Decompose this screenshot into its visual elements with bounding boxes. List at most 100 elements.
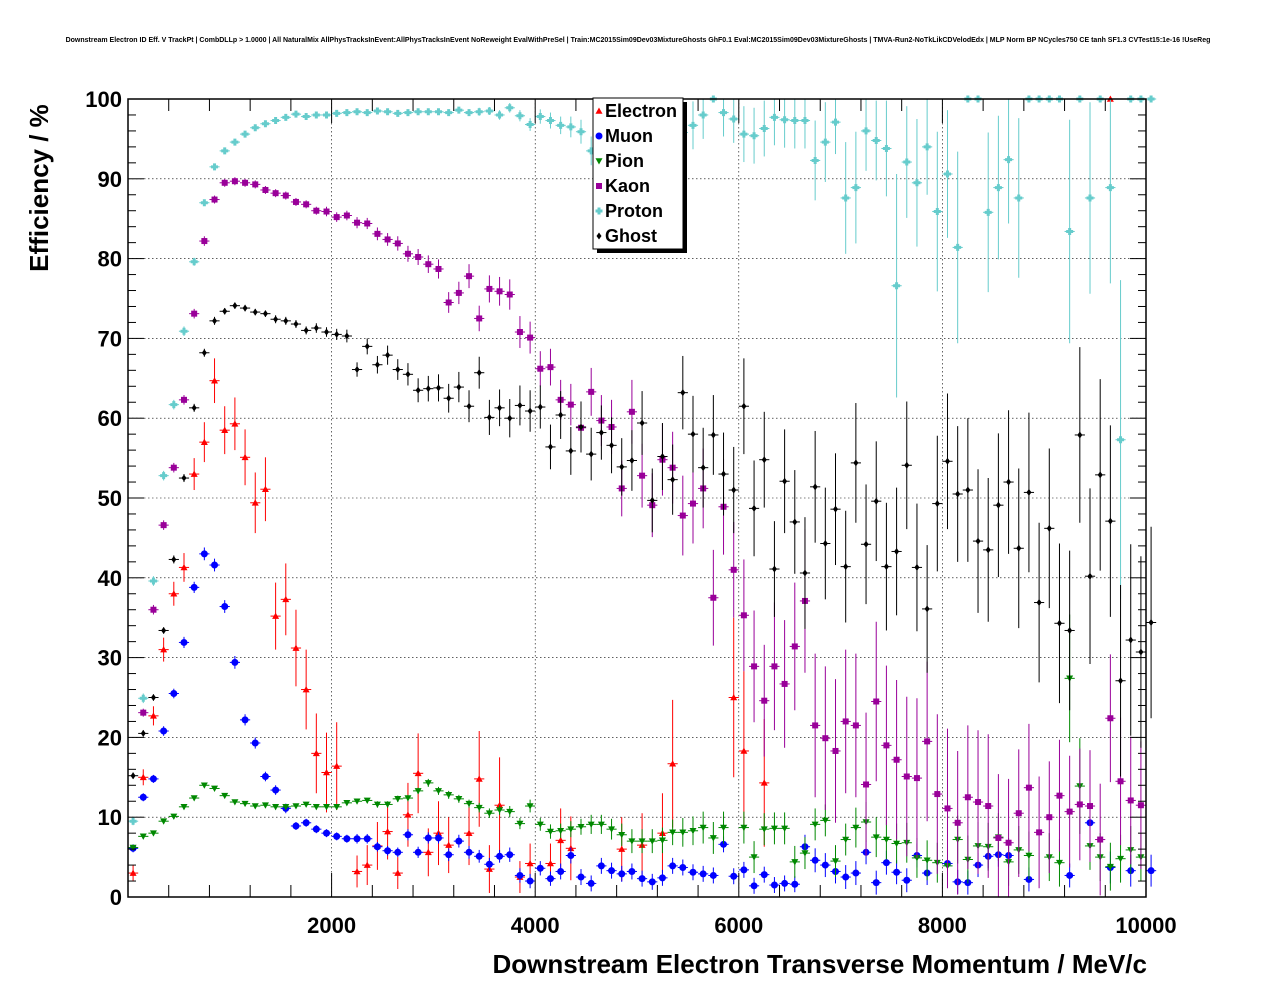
data-point [924,738,931,745]
data-point [129,817,137,825]
data-point [781,116,789,124]
data-point [496,288,503,295]
data-point [1036,829,1043,836]
data-point [324,328,330,336]
data-point [609,441,615,449]
data-point [200,438,208,445]
data-point [1097,471,1103,479]
data-point [842,836,850,844]
data-point [801,117,809,125]
data-point [995,834,1002,841]
data-point [323,829,331,837]
data-point [792,518,798,526]
data-point [821,138,829,146]
data-point [710,594,717,601]
y-tick-label: 90 [98,167,122,192]
data-point [771,663,778,670]
y-tick-label: 0 [110,885,122,910]
data-point [200,782,208,789]
data-point [944,805,951,812]
data-point [282,192,289,199]
data-point [414,769,422,777]
data-point [476,369,482,377]
data-point [547,364,554,371]
legend-label-electron: Electron [605,101,677,121]
data-point [170,590,178,597]
data-point [933,208,941,216]
data-point [536,821,544,828]
data-point [821,861,829,869]
data-point [882,859,890,867]
data-point [1005,839,1012,846]
y-tick-label: 30 [98,646,122,671]
data-point [679,863,687,871]
data-point [232,302,238,310]
data-point [221,426,229,433]
data-point [190,258,198,266]
data-point [384,847,392,855]
data-point [975,799,982,806]
data-point [903,773,910,780]
data-point [1056,792,1063,799]
data-point [405,370,411,378]
legend-label-proton: Proton [605,201,663,221]
data-point [424,834,432,842]
data-point [160,646,168,653]
data-point [1067,626,1073,634]
data-point [893,282,901,290]
data-point [791,880,799,888]
data-point [618,845,626,852]
legend-marker-proton [595,207,603,215]
data-point [363,835,371,843]
data-point [200,199,208,207]
data-point [731,486,737,494]
data-point [200,550,208,558]
y-tick-label: 100 [85,87,122,112]
data-point [863,781,870,788]
data-point [557,867,565,875]
data-point [914,563,920,571]
data-point [872,834,880,841]
data-point [323,769,331,776]
data-point [211,785,219,792]
data-point [323,208,330,215]
data-point [312,749,320,757]
data-point [689,500,696,507]
data-point [180,563,188,571]
data-point [975,537,981,545]
data-point [913,855,921,862]
data-point [445,851,453,859]
data-point [1005,156,1013,164]
data-point [374,361,380,369]
data-point [1015,194,1023,202]
data-point [832,858,840,865]
data-point [191,310,198,317]
data-point [343,800,351,807]
data-point [1046,524,1052,532]
data-point [659,453,665,461]
data-point [751,663,758,670]
data-point [995,501,1001,509]
data-point [506,104,514,112]
data-point [903,876,911,884]
data-point [363,861,371,868]
data-point [180,804,188,811]
data-point [343,835,351,843]
data-point [638,875,646,883]
data-point [842,718,849,725]
data-point [689,121,697,129]
data-point [312,825,320,833]
data-point [313,207,320,214]
data-point [1016,544,1022,552]
data-point [833,505,839,513]
data-point [272,190,279,197]
data-point [842,873,850,881]
data-point [680,389,686,397]
data-point [445,841,453,848]
data-series-layer [128,95,1157,897]
data-point [781,680,788,687]
data-point [802,569,808,577]
data-point [1107,715,1114,722]
data-point [699,111,707,119]
